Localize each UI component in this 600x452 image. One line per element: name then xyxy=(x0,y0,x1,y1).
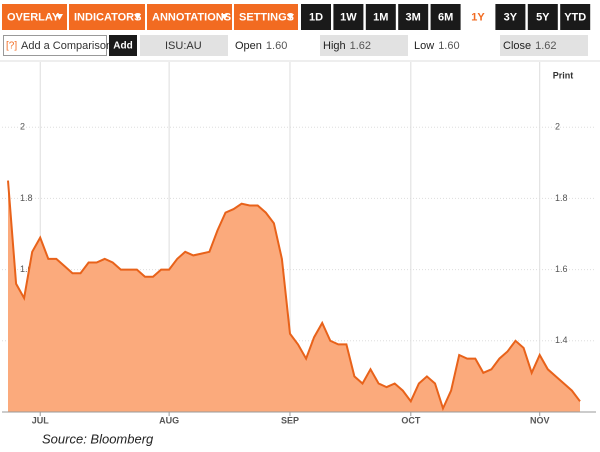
quote-box xyxy=(500,35,588,56)
menu-button[interactable] xyxy=(69,4,145,30)
y-tick-label: 1.4 xyxy=(555,335,568,345)
x-tick-label: AUG xyxy=(159,415,179,425)
range-button[interactable] xyxy=(430,4,461,30)
quote-value: 1.62 xyxy=(535,40,556,52)
quote-value: 1.60 xyxy=(438,40,459,52)
menu-label: OVERLAY xyxy=(7,11,60,23)
y-tick-label: 2 xyxy=(20,122,25,132)
range-label: 1W xyxy=(340,11,357,23)
range-label: 1D xyxy=(309,11,323,23)
range-button[interactable] xyxy=(527,4,558,30)
help-icon: [?] xyxy=(6,41,17,52)
y-tick-label: 1.8 xyxy=(555,193,568,203)
y-tick-label: 2 xyxy=(555,122,560,132)
dropdown-arrow xyxy=(287,14,294,20)
x-tick-label: OCT xyxy=(401,415,421,425)
range-button[interactable] xyxy=(560,4,591,30)
x-tick-label: NOV xyxy=(530,415,550,425)
menu-label: SETTINGS xyxy=(239,11,294,23)
quote-label: Close xyxy=(503,40,531,52)
menu-button[interactable] xyxy=(2,4,67,30)
range-button[interactable] xyxy=(398,4,429,30)
range-button[interactable] xyxy=(463,4,493,30)
y-tick-label: 1.8 xyxy=(20,193,33,203)
comparison-placeholder: Add a Comparison xyxy=(21,40,112,52)
range-button[interactable] xyxy=(333,4,364,30)
range-label: 5Y xyxy=(536,11,550,23)
dropdown-arrow xyxy=(56,14,63,20)
quote-value: 1.62 xyxy=(350,40,371,52)
quote-label: Open xyxy=(235,40,262,52)
x-tick-label: JUL xyxy=(32,415,50,425)
dropdown-arrow xyxy=(134,14,141,20)
y-tick-label: 1.6 xyxy=(555,264,568,274)
ticker: ISU:AU xyxy=(165,40,202,52)
range-button[interactable] xyxy=(365,4,396,30)
comparison-input[interactable] xyxy=(3,35,107,56)
range-label: 3Y xyxy=(504,11,518,23)
range-label: 6M xyxy=(438,11,453,23)
range-label: 1M xyxy=(373,11,388,23)
quote-box xyxy=(320,35,408,56)
source: Source: Bloomberg xyxy=(42,431,154,446)
dropdown-arrow xyxy=(221,14,228,20)
menu-label: INDICATORS xyxy=(74,11,141,23)
x-tick-label: SEP xyxy=(281,415,299,425)
range-label: 1Y xyxy=(471,11,485,23)
range-label: 3M xyxy=(406,11,421,23)
quote-label: Low xyxy=(414,40,434,52)
menu-button[interactable] xyxy=(147,4,232,30)
menu-button[interactable] xyxy=(234,4,298,30)
range-button[interactable] xyxy=(495,4,526,30)
area xyxy=(8,180,580,412)
ticker-box xyxy=(140,35,228,56)
add-label: Add xyxy=(113,41,132,52)
range-button[interactable] xyxy=(301,4,331,30)
line xyxy=(7,180,581,412)
add-button[interactable] xyxy=(109,35,137,56)
menu-label: ANNOTATIONS xyxy=(152,11,231,23)
range-label: YTD xyxy=(564,11,586,23)
quote-label: High xyxy=(323,40,346,52)
y-tick-label: 1.6 xyxy=(20,264,33,274)
print-link[interactable]: Print xyxy=(553,70,574,80)
quote-value: 1.60 xyxy=(266,40,287,52)
